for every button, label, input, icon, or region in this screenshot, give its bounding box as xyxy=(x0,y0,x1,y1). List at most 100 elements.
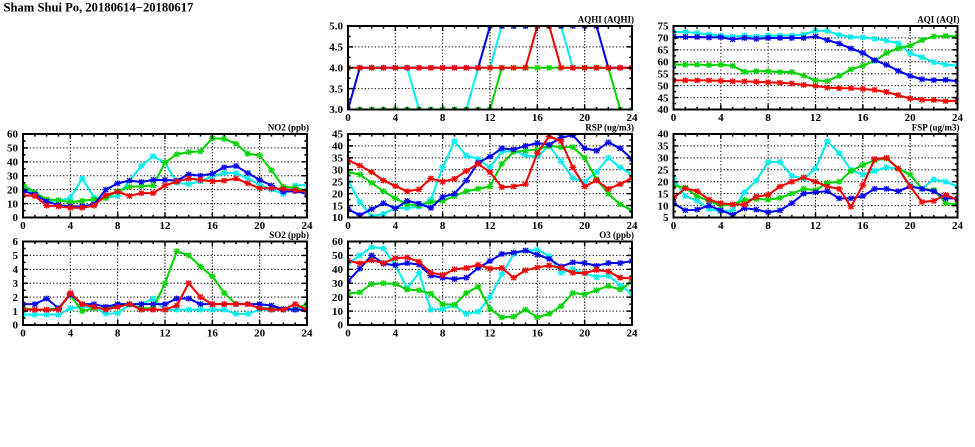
svg-text:12: 12 xyxy=(160,220,172,232)
svg-text:8: 8 xyxy=(765,112,771,124)
svg-text:40: 40 xyxy=(332,264,344,276)
svg-text:20: 20 xyxy=(7,184,19,196)
svg-text:16: 16 xyxy=(532,112,544,124)
svg-text:15: 15 xyxy=(658,188,670,200)
svg-text:12: 12 xyxy=(160,328,172,340)
svg-text:0: 0 xyxy=(13,320,19,332)
svg-text:12: 12 xyxy=(485,220,497,232)
svg-text:O3 (ppb): O3 (ppb) xyxy=(599,230,634,240)
svg-text:20: 20 xyxy=(579,220,591,232)
svg-text:45: 45 xyxy=(658,92,670,104)
svg-text:6: 6 xyxy=(13,236,19,248)
svg-text:8: 8 xyxy=(440,220,446,232)
svg-text:12: 12 xyxy=(810,112,822,124)
svg-text:24: 24 xyxy=(952,220,964,232)
svg-text:30: 30 xyxy=(658,153,670,165)
svg-text:12: 12 xyxy=(485,112,497,124)
svg-text:4.0: 4.0 xyxy=(329,62,343,74)
svg-text:2: 2 xyxy=(13,292,19,304)
svg-text:12: 12 xyxy=(810,220,822,232)
svg-text:60: 60 xyxy=(658,56,670,68)
svg-text:16: 16 xyxy=(532,328,544,340)
svg-text:4.5: 4.5 xyxy=(329,42,343,54)
svg-text:1: 1 xyxy=(13,306,19,318)
svg-text:30: 30 xyxy=(332,164,344,176)
svg-text:4: 4 xyxy=(68,220,74,232)
svg-text:35: 35 xyxy=(332,153,344,165)
svg-text:0: 0 xyxy=(345,220,351,232)
svg-text:55: 55 xyxy=(658,68,670,80)
svg-text:0: 0 xyxy=(13,212,19,224)
svg-text:4: 4 xyxy=(718,220,724,232)
svg-text:20: 20 xyxy=(332,292,344,304)
svg-text:0: 0 xyxy=(338,320,344,332)
svg-text:50: 50 xyxy=(332,250,344,262)
svg-text:16: 16 xyxy=(532,220,544,232)
svg-text:10: 10 xyxy=(332,306,344,318)
svg-text:5.0: 5.0 xyxy=(329,21,343,33)
svg-text:4: 4 xyxy=(13,264,19,276)
svg-text:5: 5 xyxy=(663,212,669,224)
svg-text:0: 0 xyxy=(671,112,677,124)
svg-text:24: 24 xyxy=(627,112,639,124)
svg-text:16: 16 xyxy=(857,112,869,124)
svg-text:20: 20 xyxy=(254,328,266,340)
svg-text:0: 0 xyxy=(20,220,26,232)
svg-text:45: 45 xyxy=(332,129,344,141)
svg-text:FSP (ug/m3): FSP (ug/m3) xyxy=(912,122,960,132)
svg-text:65: 65 xyxy=(658,45,670,57)
svg-text:25: 25 xyxy=(658,164,670,176)
svg-text:RSP (ug/m3): RSP (ug/m3) xyxy=(585,122,634,132)
svg-text:3.0: 3.0 xyxy=(329,104,343,116)
svg-text:8: 8 xyxy=(115,220,121,232)
svg-text:30: 30 xyxy=(7,170,19,182)
svg-text:24: 24 xyxy=(952,112,964,124)
svg-text:SO2 (ppb): SO2 (ppb) xyxy=(269,230,309,240)
svg-text:40: 40 xyxy=(332,141,344,153)
svg-text:20: 20 xyxy=(579,112,591,124)
svg-text:16: 16 xyxy=(207,220,219,232)
svg-text:8: 8 xyxy=(440,328,446,340)
svg-text:4: 4 xyxy=(393,328,399,340)
svg-text:24: 24 xyxy=(302,328,314,340)
svg-text:3: 3 xyxy=(13,278,19,290)
svg-text:4: 4 xyxy=(393,220,399,232)
svg-text:NO2 (ppb): NO2 (ppb) xyxy=(268,122,309,132)
svg-text:8: 8 xyxy=(765,220,771,232)
svg-text:0: 0 xyxy=(671,220,677,232)
svg-text:20: 20 xyxy=(905,112,917,124)
svg-text:16: 16 xyxy=(857,220,869,232)
svg-text:24: 24 xyxy=(627,328,639,340)
svg-text:4: 4 xyxy=(718,112,724,124)
svg-text:AQHI (AQHI): AQHI (AQHI) xyxy=(578,14,634,24)
svg-text:0: 0 xyxy=(345,328,351,340)
svg-text:30: 30 xyxy=(332,278,344,290)
svg-text:40: 40 xyxy=(658,104,670,116)
svg-text:10: 10 xyxy=(7,198,19,210)
svg-text:12: 12 xyxy=(485,328,497,340)
svg-text:24: 24 xyxy=(302,220,314,232)
svg-text:50: 50 xyxy=(658,80,670,92)
svg-text:20: 20 xyxy=(254,220,266,232)
svg-text:4: 4 xyxy=(68,328,74,340)
svg-text:70: 70 xyxy=(658,33,670,45)
svg-text:35: 35 xyxy=(658,141,670,153)
svg-text:10: 10 xyxy=(332,212,344,224)
svg-text:20: 20 xyxy=(658,176,670,188)
svg-text:15: 15 xyxy=(332,200,344,212)
svg-text:0: 0 xyxy=(345,112,351,124)
svg-text:4: 4 xyxy=(393,112,399,124)
svg-text:20: 20 xyxy=(579,328,591,340)
svg-text:75: 75 xyxy=(658,21,670,33)
svg-text:0: 0 xyxy=(20,328,26,340)
svg-text:40: 40 xyxy=(658,129,670,141)
svg-text:3.5: 3.5 xyxy=(329,83,343,95)
svg-text:25: 25 xyxy=(332,176,344,188)
svg-text:16: 16 xyxy=(207,328,219,340)
svg-text:10: 10 xyxy=(658,200,670,212)
svg-text:5: 5 xyxy=(13,250,19,262)
svg-text:50: 50 xyxy=(7,143,19,155)
svg-text:60: 60 xyxy=(332,236,344,248)
svg-text:Sham Shui Po, 20180614−2018061: Sham Shui Po, 20180614−20180617 xyxy=(4,0,194,14)
svg-text:AQI (AQI): AQI (AQI) xyxy=(917,14,959,24)
